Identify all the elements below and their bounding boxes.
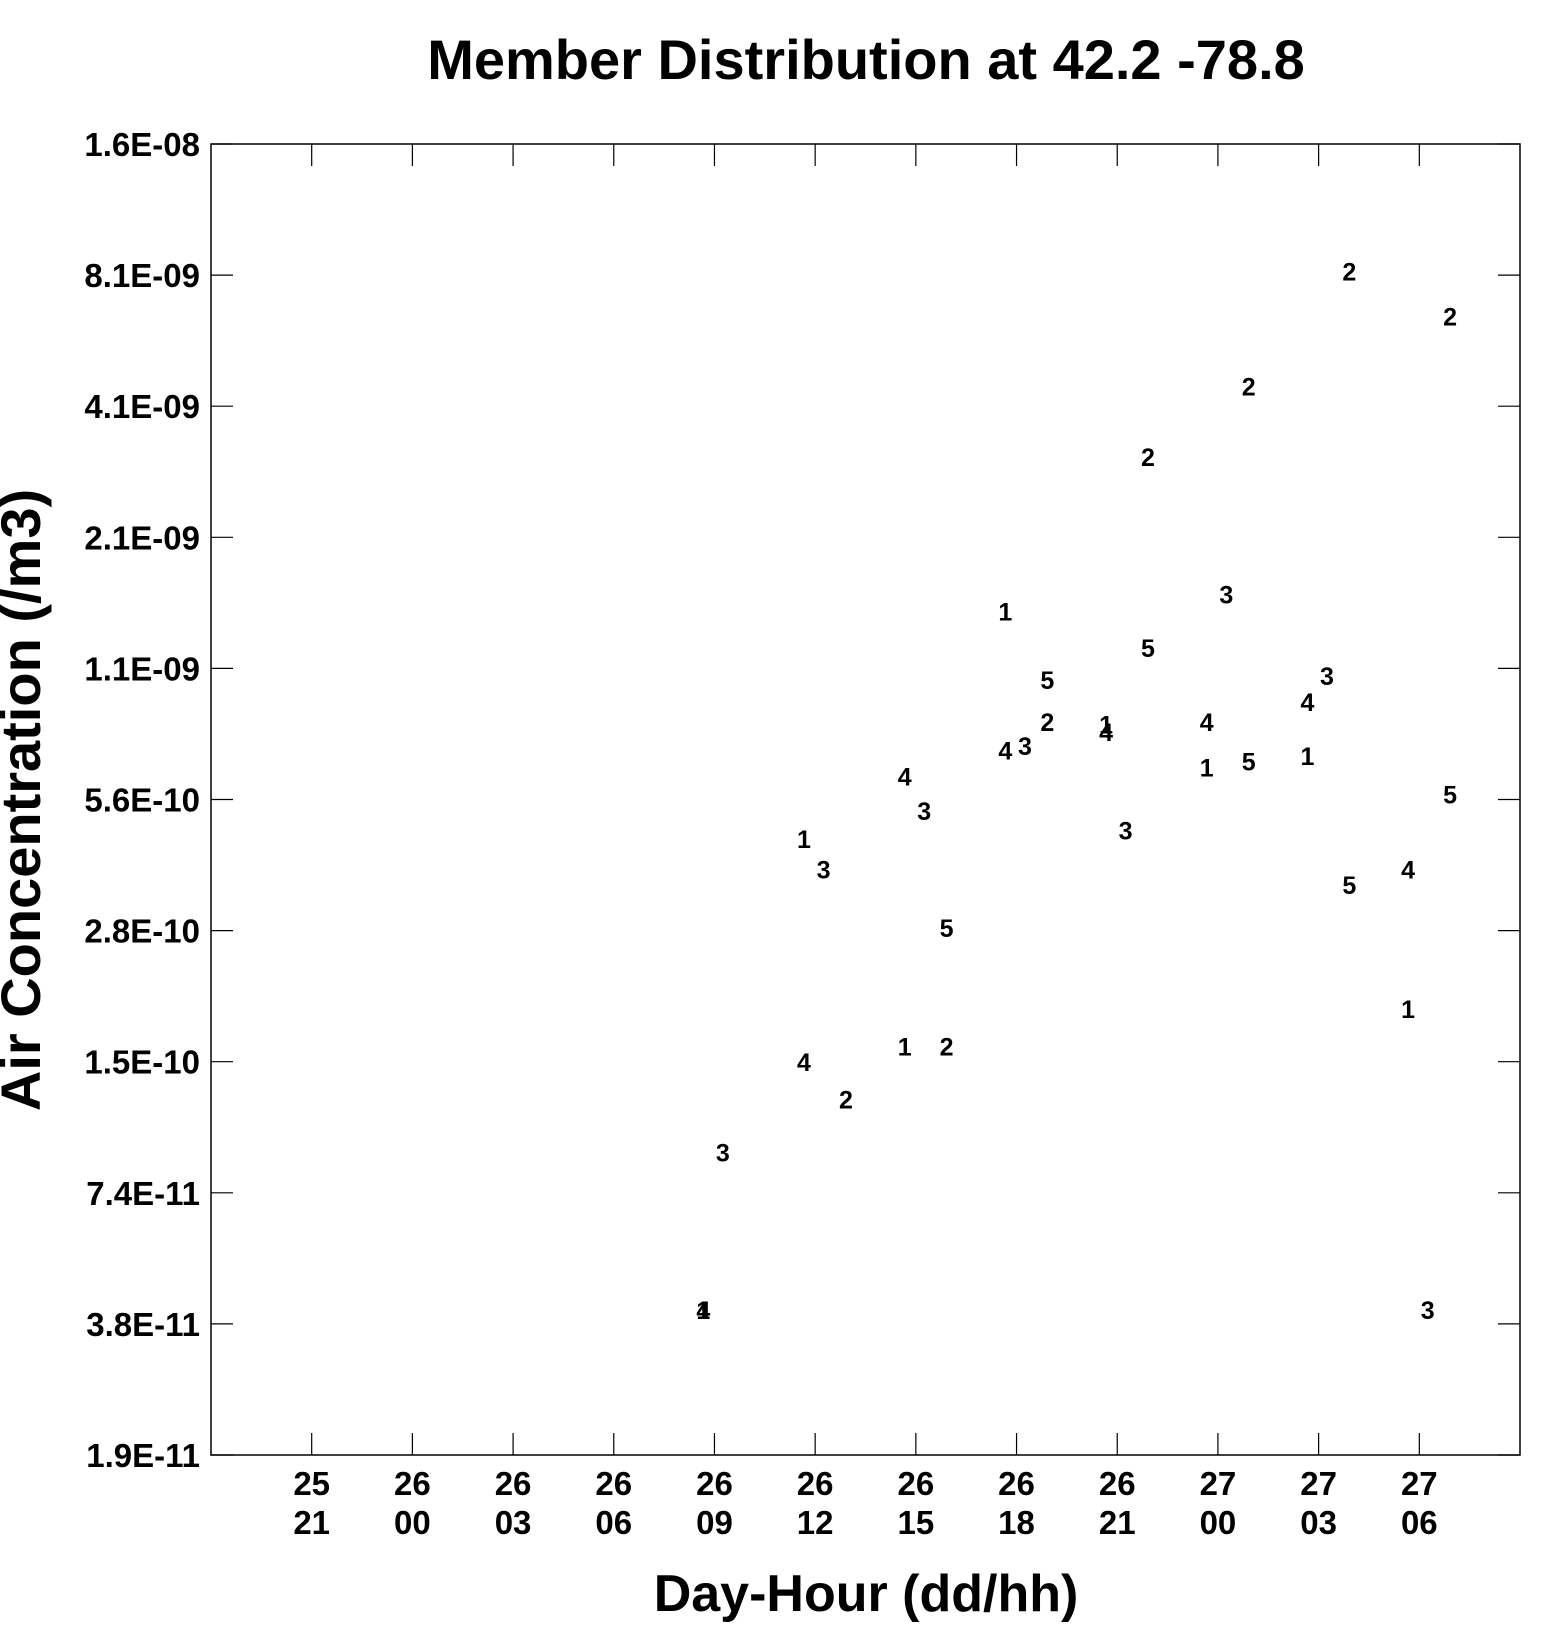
x-tick-label-hour: 18 [998, 1504, 1035, 1541]
member-marker-2: 2 [839, 1087, 853, 1115]
member-marker-2: 2 [1242, 374, 1256, 402]
y-tick-label: 3.8E-11 [86, 1306, 200, 1343]
x-axis-label: Day-Hour (dd/hh) [654, 1565, 1079, 1623]
x-tick-label-hour: 06 [1401, 1504, 1438, 1541]
member-marker-5: 5 [940, 915, 954, 943]
member-marker-2: 2 [1443, 303, 1457, 331]
member-marker-3: 3 [716, 1139, 730, 1167]
member-marker-4: 4 [1300, 689, 1314, 717]
plot-frame [210, 143, 1521, 1456]
member-marker-1: 1 [1401, 996, 1415, 1024]
x-tick-label-hour: 09 [696, 1504, 733, 1541]
member-marker-2: 2 [1141, 444, 1155, 472]
member-marker-4: 4 [1401, 856, 1415, 884]
y-tick-label: 1.5E-10 [84, 1044, 200, 1081]
y-tick-label: 2.1E-09 [84, 519, 200, 556]
x-tick-label-day: 27 [1200, 1465, 1237, 1502]
member-marker-3: 3 [1219, 582, 1233, 610]
y-tick-label: 2.8E-10 [84, 913, 200, 950]
member-marker-1: 1 [1300, 743, 1314, 771]
x-tick-label-day: 25 [293, 1465, 330, 1502]
x-tick-label-hour: 15 [897, 1504, 934, 1541]
chart-title: Member Distribution at 42.2 -78.8 [427, 28, 1305, 91]
y-tick-label: 4.1E-09 [84, 388, 200, 425]
member-marker-5: 5 [1141, 635, 1155, 663]
member-marker-1: 1 [797, 826, 811, 854]
y-tick-label: 7.4E-11 [86, 1175, 200, 1212]
x-tick-label-hour: 00 [1200, 1504, 1237, 1541]
x-tick-label-day: 26 [696, 1465, 733, 1502]
member-marker-1: 1 [998, 598, 1012, 626]
member-marker-2: 2 [1040, 709, 1054, 737]
member-marker-5: 5 [1342, 872, 1356, 900]
member-marker-4: 4 [1200, 709, 1214, 737]
member-marker-4: 4 [1099, 719, 1113, 747]
member-marker-3: 3 [1018, 733, 1032, 761]
x-tick-label-day: 26 [394, 1465, 431, 1502]
member-marker-1: 1 [696, 1297, 710, 1325]
x-tick-label-hour: 12 [797, 1504, 834, 1541]
x-tick-label-day: 26 [495, 1465, 532, 1502]
x-tick-label-day: 26 [1099, 1465, 1136, 1502]
x-tick-label-day: 26 [998, 1465, 1035, 1502]
y-axis-label: Air Concentration (/m3) [0, 489, 52, 1111]
member-marker-5: 5 [1242, 749, 1256, 777]
x-tick-label-day: 26 [897, 1465, 934, 1502]
member-marker-3: 3 [1320, 663, 1334, 691]
member-marker-2: 2 [940, 1033, 954, 1061]
y-tick-label: 1.6E-08 [84, 126, 200, 163]
x-tick-label-hour: 00 [394, 1504, 431, 1541]
member-marker-3: 3 [1421, 1297, 1435, 1325]
member-marker-2: 2 [1342, 259, 1356, 287]
member-marker-1: 1 [1099, 712, 1113, 740]
x-tick-label-hour: 06 [595, 1504, 632, 1541]
x-tick-label-hour: 03 [1300, 1504, 1337, 1541]
member-marker-3: 3 [1119, 818, 1133, 846]
y-tick-label: 1.1E-09 [84, 650, 200, 687]
member-marker-4: 4 [998, 737, 1012, 765]
member-marker-1: 1 [1200, 754, 1214, 782]
x-tick-label-hour: 21 [1099, 1504, 1136, 1541]
member-marker-1: 1 [898, 1033, 912, 1061]
x-tick-label-hour: 03 [495, 1504, 532, 1541]
y-axis-ticks: 1.9E-11 3.8E-11 7.4E-11 1.5E-10 2.8E-10 5.6E-… [84, 126, 1520, 1474]
y-tick-label: 1.9E-11 [86, 1437, 200, 1474]
x-tick-label-hour: 21 [293, 1504, 330, 1541]
member-marker-5: 5 [1040, 667, 1054, 695]
member-marker-4: 4 [898, 764, 912, 792]
x-tick-label-day: 27 [1401, 1465, 1438, 1502]
member-marker-3: 3 [917, 798, 931, 826]
x-tick-label-day: 26 [797, 1465, 834, 1502]
member-marker-4: 4 [797, 1049, 811, 1077]
x-tick-label-day: 27 [1300, 1465, 1337, 1502]
x-tick-label-day: 26 [595, 1465, 632, 1502]
member-marker-4: 4 [696, 1297, 710, 1325]
y-tick-label: 5.6E-10 [84, 782, 200, 819]
member-marker-3: 3 [817, 856, 831, 884]
member-marker-5: 5 [1443, 782, 1457, 810]
x-axis-ticks: 2521260026032606260926122615261826212700… [293, 144, 1438, 1541]
y-tick-label: 8.1E-09 [84, 257, 200, 294]
